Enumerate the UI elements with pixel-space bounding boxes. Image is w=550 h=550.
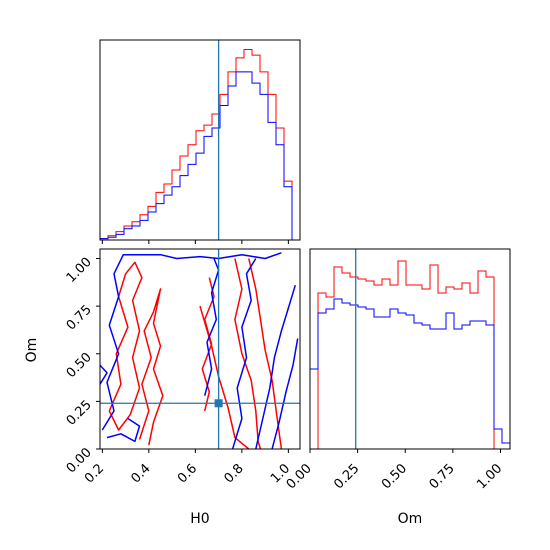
- joint-x-tick-label: 0.2: [82, 461, 107, 486]
- joint-x-tick-label: 0.4: [128, 461, 153, 486]
- h0-histogram-series-2: [100, 71, 300, 240]
- joint-contour-5: [248, 258, 283, 449]
- joint-y-tick-label: 0.75: [64, 302, 95, 333]
- om-marginal-x-tick-label: 1.00: [474, 461, 505, 492]
- om-marginal-panel: 0.00 0.25 0.50 0.75 1.00: [284, 248, 511, 492]
- joint-frame: [99, 248, 301, 450]
- joint-contour-4: [234, 258, 262, 449]
- joint-truth-marker: [214, 399, 223, 408]
- joint-y-tick-label: 1.00: [64, 255, 95, 286]
- om-marginal-x-tick-label: 0.50: [379, 461, 410, 492]
- y-axis-label-om: Om: [24, 338, 40, 363]
- joint-x-tick-label: 0.8: [221, 461, 246, 486]
- om-marginal-x-tick-label: 0.00: [284, 461, 315, 492]
- joint-x-tick-label: 0.6: [175, 461, 200, 486]
- joint-contour-1: [108, 261, 143, 431]
- joint-contour-8: [106, 417, 141, 443]
- om-histogram-series-2: [310, 298, 510, 449]
- joint-contour-12: [255, 284, 297, 449]
- joint-contour-13: [271, 338, 299, 449]
- h0-marginal-panel: [99, 39, 301, 244]
- joint-y-tick-label: 0.50: [64, 350, 95, 381]
- joint-y-tick-label: 0.25: [64, 398, 95, 429]
- h0-histogram-series-1: [100, 49, 300, 240]
- h0-om-joint-panel: 0.2 0.4 0.6 0.8 1.00.000.250.500.751.00: [64, 248, 301, 486]
- joint-contour-9: [100, 364, 108, 385]
- joint-contour-7: [101, 252, 282, 431]
- h0-marginal-frame: [99, 39, 301, 241]
- x-axis-label-h0: H0: [190, 511, 209, 527]
- om-histogram-series-1: [310, 260, 510, 449]
- joint-contour-6: [201, 277, 215, 412]
- om-marginal-x-tick-label: 0.75: [427, 461, 458, 492]
- x-axis-label-om: Om: [398, 511, 423, 527]
- joint-contour-11: [231, 258, 257, 449]
- om-marginal-x-tick-label: 0.25: [331, 461, 362, 492]
- om-marginal-frame: [309, 248, 511, 450]
- joint-contour-2: [138, 288, 164, 446]
